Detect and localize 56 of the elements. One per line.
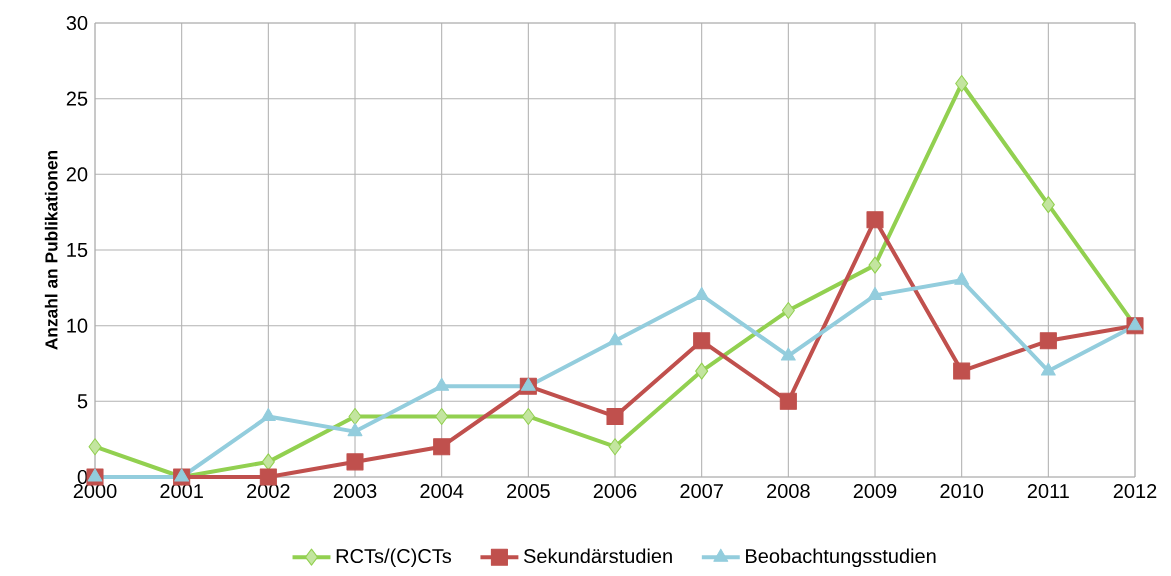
y-tick-label: 10 [67, 318, 88, 333]
legend-label: Sekundärstudien [523, 548, 672, 564]
point [608, 438, 622, 456]
point [521, 407, 535, 426]
x-tick-label: 2009 [853, 483, 897, 499]
point [347, 423, 363, 437]
point [520, 377, 536, 391]
point [260, 407, 276, 422]
y-tick-label: 25 [66, 91, 88, 106]
point [261, 453, 275, 471]
y-tick-label: 30 [66, 15, 88, 31]
y-axis-title: Anzahl an Publikationen [44, 150, 58, 350]
x-tick-label: 2000 [73, 483, 117, 499]
x-tick-label: 2012 [1113, 483, 1157, 499]
point [434, 377, 450, 391]
point [955, 75, 969, 93]
point [435, 407, 449, 426]
point [1039, 332, 1057, 350]
point [606, 407, 624, 426]
legend-label: Beobachtungsstudien [746, 548, 936, 568]
point [1041, 196, 1055, 214]
point [694, 286, 710, 300]
point [693, 332, 711, 350]
point [1040, 362, 1056, 376]
point [780, 347, 796, 361]
point [348, 407, 362, 426]
point [88, 438, 102, 456]
point [953, 362, 971, 380]
point [1127, 317, 1143, 331]
point [868, 256, 882, 274]
x-tick-label: 2011 [1027, 483, 1069, 499]
y-tick-label: 0 [77, 469, 88, 485]
point [954, 271, 970, 285]
x-tick-label: 2001 [160, 483, 203, 499]
x-tick-label: 2010 [940, 483, 984, 499]
x-tick-label: 2002 [247, 483, 290, 499]
y-tick-label: 5 [77, 394, 88, 409]
x-tick-label: 2008 [767, 483, 810, 499]
point [695, 362, 709, 380]
point [867, 286, 883, 300]
legend-label: RCTs/(C)CTs [336, 548, 452, 568]
x-tick-label: 2006 [593, 483, 637, 499]
point [433, 438, 451, 456]
y-tick-label: 15 [67, 243, 88, 257]
point [87, 468, 103, 482]
x-tick-label: 2007 [680, 483, 723, 499]
point [346, 453, 364, 471]
x-tick-label: 2004 [420, 483, 464, 499]
x-tick-label: 2005 [507, 483, 550, 499]
x-tick-label: 2003 [333, 483, 377, 499]
point [174, 468, 190, 482]
point [866, 211, 884, 229]
point [779, 392, 797, 410]
y-tick-label: 20 [66, 167, 88, 182]
point [781, 301, 795, 320]
point [607, 332, 623, 346]
